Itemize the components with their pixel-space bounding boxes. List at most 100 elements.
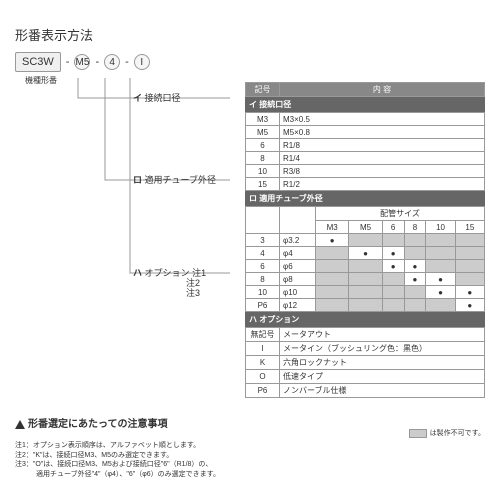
spec-tables: 記号内 容 イ 接続口径 M3M3×0.5M5M5×0.86R1/88R1/41… bbox=[245, 82, 485, 398]
matrix-cell bbox=[382, 234, 404, 247]
col-head: 8 bbox=[404, 221, 426, 234]
matrix-cell bbox=[382, 286, 404, 299]
col-head: 10 bbox=[426, 221, 455, 234]
matrix-cell: ● bbox=[382, 260, 404, 273]
matrix-cell bbox=[349, 273, 382, 286]
legend-swatch bbox=[409, 429, 427, 438]
matrix-cell: ● bbox=[316, 234, 349, 247]
opt-val: 低速タイプ bbox=[280, 370, 485, 384]
matrix-cell bbox=[316, 273, 349, 286]
row-val: φ3.2 bbox=[280, 234, 316, 247]
opt-key: P6 bbox=[246, 384, 280, 398]
cell-val: R1/2 bbox=[280, 178, 485, 191]
col-head: 15 bbox=[455, 221, 484, 234]
cell-val: R3/8 bbox=[280, 165, 485, 178]
dash: - bbox=[64, 53, 72, 71]
matrix-cell: ● bbox=[382, 247, 404, 260]
matrix-cell: ● bbox=[455, 286, 484, 299]
row-val: φ6 bbox=[280, 260, 316, 273]
note-line: 注3："O"は、接続口径M3、M5および接続口径"6"（R1/8）の、 bbox=[15, 460, 220, 470]
note3-label: 注3 bbox=[186, 286, 200, 299]
matrix-cell bbox=[426, 299, 455, 312]
cell-val: M3×0.5 bbox=[280, 113, 485, 126]
matrix-cell bbox=[404, 234, 426, 247]
warning-icon bbox=[15, 420, 25, 429]
opt-val: メータイン（ブッシュリング色：黒色） bbox=[280, 342, 485, 356]
matrix-cell bbox=[426, 247, 455, 260]
row-val: φ8 bbox=[280, 273, 316, 286]
model-designation: SC3W - M5 - 4 - I bbox=[15, 52, 485, 72]
row-key: P6 bbox=[246, 299, 280, 312]
marker-a: イ 接続口径 bbox=[133, 91, 181, 104]
cell-key: M3 bbox=[246, 113, 280, 126]
model-p1: M5 bbox=[74, 54, 90, 70]
row-val: φ12 bbox=[280, 299, 316, 312]
matrix-cell bbox=[349, 299, 382, 312]
section-c-header: ハ オプション bbox=[245, 312, 485, 327]
row-key: 4 bbox=[246, 247, 280, 260]
row-key: 3 bbox=[246, 234, 280, 247]
table-c: 無記号メータアウトIメータイン（ブッシュリング色：黒色）K六角ロックナットO低速… bbox=[245, 327, 485, 398]
matrix-cell bbox=[426, 234, 455, 247]
caution-heading: 形番選定にあたっての注意事項 bbox=[15, 415, 168, 430]
cell-key: 8 bbox=[246, 152, 280, 165]
table-a: M3M3×0.5M5M5×0.86R1/88R1/410R3/815R1/2 bbox=[245, 112, 485, 191]
matrix-cell bbox=[404, 286, 426, 299]
opt-key: O bbox=[246, 370, 280, 384]
opt-key: I bbox=[246, 342, 280, 356]
cell-val: R1/4 bbox=[280, 152, 485, 165]
row-key: 8 bbox=[246, 273, 280, 286]
matrix-cell: ● bbox=[426, 286, 455, 299]
header-table: 記号内 容 bbox=[245, 82, 485, 97]
matrix-cell bbox=[382, 299, 404, 312]
section-a-header: イ 接続口径 bbox=[245, 97, 485, 112]
section-b-header: ロ 適用チューブ外径 bbox=[245, 191, 485, 206]
cell-val: R1/8 bbox=[280, 139, 485, 152]
cell-key: 10 bbox=[246, 165, 280, 178]
note-line: 注2："K"は、接続口径M3、M5のみ選定できます。 bbox=[15, 451, 220, 461]
matrix-cell bbox=[316, 286, 349, 299]
model-p3: I bbox=[134, 54, 150, 70]
note-line: 注1：オプション表示順序は、アルファベット順とします。 bbox=[15, 441, 220, 451]
marker-b: ロ 適用チューブ外径 bbox=[133, 173, 216, 186]
opt-val: ノンバーブル仕様 bbox=[280, 384, 485, 398]
pipe-header: 配管サイズ bbox=[316, 207, 485, 221]
model-base: SC3W bbox=[15, 52, 61, 72]
matrix-cell: ● bbox=[349, 247, 382, 260]
col-symbol: 記号 bbox=[246, 83, 280, 97]
matrix-cell bbox=[404, 247, 426, 260]
row-key: 10 bbox=[246, 286, 280, 299]
col-head: M5 bbox=[349, 221, 382, 234]
opt-key: 無記号 bbox=[246, 328, 280, 342]
matrix-cell: ● bbox=[455, 299, 484, 312]
matrix-cell bbox=[382, 273, 404, 286]
matrix-cell bbox=[316, 260, 349, 273]
cell-key: 15 bbox=[246, 178, 280, 191]
table-b: 配管サイズM3M56810153φ3.2●4φ4●●6φ6●●8φ8●●10φ1… bbox=[245, 206, 485, 312]
cell-val: M5×0.8 bbox=[280, 126, 485, 139]
col-content: 内 容 bbox=[280, 83, 485, 97]
model-p2: 4 bbox=[104, 54, 120, 70]
opt-val: 六角ロックナット bbox=[280, 356, 485, 370]
matrix-cell bbox=[455, 247, 484, 260]
legend: は製作不可です。 bbox=[409, 428, 485, 438]
opt-val: メータアウト bbox=[280, 328, 485, 342]
matrix-cell bbox=[316, 247, 349, 260]
dash: - bbox=[123, 53, 131, 71]
matrix-cell bbox=[349, 234, 382, 247]
matrix-cell bbox=[455, 260, 484, 273]
matrix-cell: ● bbox=[404, 273, 426, 286]
opt-key: K bbox=[246, 356, 280, 370]
matrix-cell bbox=[404, 299, 426, 312]
matrix-cell bbox=[349, 260, 382, 273]
col-head: M3 bbox=[316, 221, 349, 234]
row-val: φ4 bbox=[280, 247, 316, 260]
page-title: 形番表示方法 bbox=[15, 25, 485, 44]
row-key: 6 bbox=[246, 260, 280, 273]
matrix-cell bbox=[426, 260, 455, 273]
dash: - bbox=[93, 53, 101, 71]
matrix-cell bbox=[316, 299, 349, 312]
footnotes: 注1：オプション表示順序は、アルファベット順とします。注2："K"は、接続口径M… bbox=[15, 441, 220, 480]
matrix-cell: ● bbox=[404, 260, 426, 273]
cell-key: M5 bbox=[246, 126, 280, 139]
